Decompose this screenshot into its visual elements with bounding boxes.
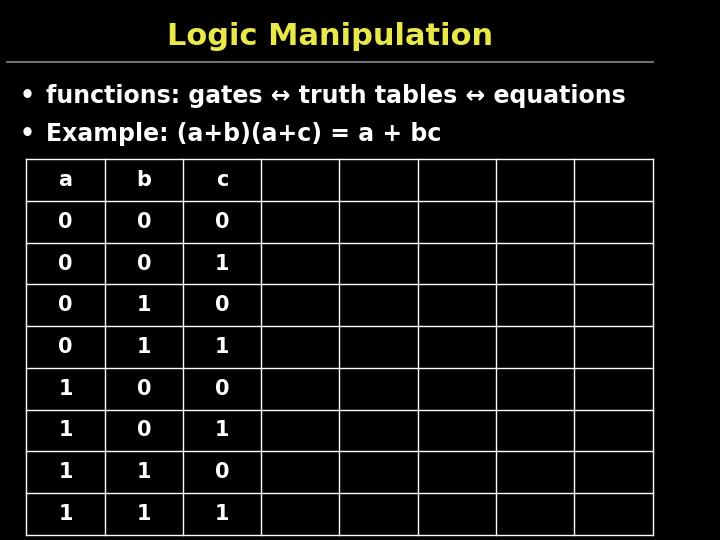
Text: 0: 0 — [58, 212, 73, 232]
Text: •: • — [19, 84, 35, 107]
Text: Logic Manipulation: Logic Manipulation — [166, 22, 492, 51]
Text: a: a — [58, 170, 73, 190]
Text: 0: 0 — [137, 420, 151, 440]
Text: 1: 1 — [137, 295, 151, 315]
Text: 1: 1 — [137, 504, 151, 524]
Text: 0: 0 — [215, 212, 229, 232]
Text: b: b — [136, 170, 151, 190]
Text: 1: 1 — [58, 420, 73, 440]
Text: 1: 1 — [58, 462, 73, 482]
Text: 0: 0 — [137, 212, 151, 232]
Text: 0: 0 — [215, 379, 229, 399]
Text: 1: 1 — [215, 254, 229, 274]
Text: 1: 1 — [215, 504, 229, 524]
Text: 0: 0 — [137, 254, 151, 274]
Text: 0: 0 — [215, 295, 229, 315]
Text: 0: 0 — [58, 254, 73, 274]
Text: 0: 0 — [215, 462, 229, 482]
Text: 1: 1 — [215, 337, 229, 357]
Text: 0: 0 — [58, 337, 73, 357]
Text: 1: 1 — [58, 379, 73, 399]
Text: 1: 1 — [215, 420, 229, 440]
Text: functions: gates ↔ truth tables ↔ equations: functions: gates ↔ truth tables ↔ equati… — [46, 84, 626, 107]
Text: 1: 1 — [58, 504, 73, 524]
Text: 1: 1 — [137, 337, 151, 357]
Text: 0: 0 — [58, 295, 73, 315]
Text: •: • — [19, 122, 35, 145]
Text: Example: (a+b)(a+c) = a + bc: Example: (a+b)(a+c) = a + bc — [46, 122, 441, 145]
Text: c: c — [216, 170, 228, 190]
Text: 0: 0 — [137, 379, 151, 399]
Text: 1: 1 — [137, 462, 151, 482]
